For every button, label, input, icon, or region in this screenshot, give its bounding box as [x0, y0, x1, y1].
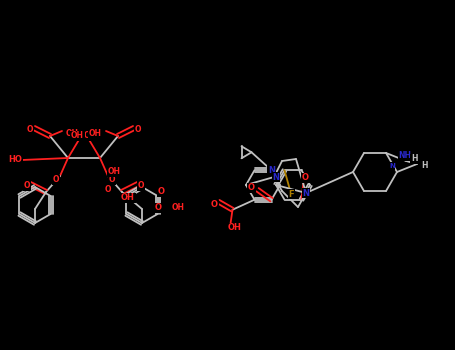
- Text: N: N: [268, 166, 275, 175]
- Text: O: O: [109, 175, 115, 184]
- Text: O: O: [155, 203, 162, 212]
- Text: O: O: [302, 173, 309, 182]
- Text: O: O: [138, 182, 144, 190]
- Text: OH: OH: [228, 223, 242, 232]
- Text: OH: OH: [66, 130, 79, 139]
- Text: O: O: [211, 200, 218, 209]
- Text: O: O: [53, 175, 59, 184]
- Text: HO: HO: [8, 155, 22, 164]
- Text: O: O: [27, 126, 33, 134]
- Text: H: H: [411, 154, 417, 163]
- Text: OH: OH: [108, 168, 121, 176]
- Text: O: O: [248, 183, 255, 192]
- Text: O: O: [105, 186, 111, 195]
- Text: N: N: [273, 173, 279, 182]
- Text: O: O: [135, 126, 141, 134]
- Text: F: F: [288, 190, 294, 199]
- Text: NH: NH: [399, 152, 411, 161]
- Text: N: N: [389, 163, 395, 169]
- Text: OH: OH: [121, 194, 135, 203]
- Text: OH: OH: [71, 132, 84, 140]
- Text: N: N: [303, 189, 309, 197]
- Text: O: O: [158, 188, 165, 196]
- Text: H: H: [422, 161, 428, 170]
- Text: OH: OH: [84, 132, 97, 140]
- Text: OH: OH: [89, 130, 102, 139]
- Text: OH: OH: [172, 203, 184, 212]
- Text: O: O: [24, 182, 30, 190]
